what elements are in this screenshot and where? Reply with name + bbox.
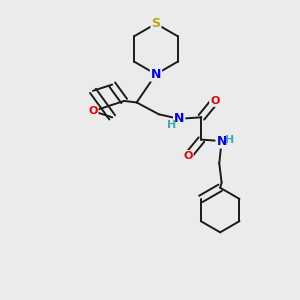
Text: N: N: [216, 135, 227, 148]
Text: O: O: [210, 96, 220, 106]
Text: H: H: [225, 135, 235, 145]
Text: N: N: [174, 112, 184, 125]
Text: S: S: [152, 17, 160, 30]
Text: H: H: [167, 120, 176, 130]
Text: O: O: [183, 151, 193, 161]
Text: O: O: [88, 106, 98, 116]
Text: N: N: [151, 68, 161, 81]
